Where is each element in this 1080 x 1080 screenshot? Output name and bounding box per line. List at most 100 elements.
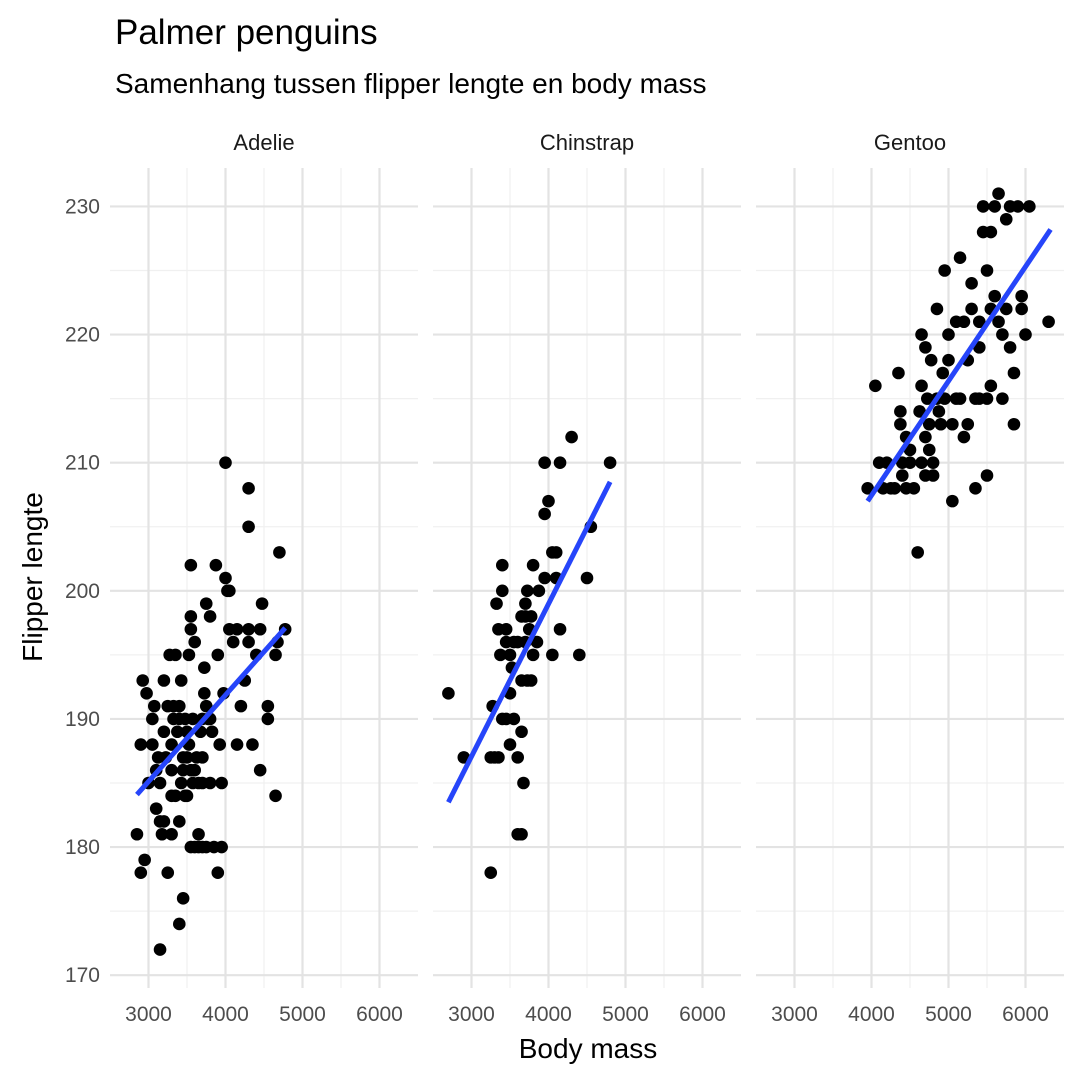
- x-tick-label: 4000: [202, 1003, 249, 1026]
- data-point: [147, 699, 161, 713]
- y-tick-label: 200: [65, 580, 100, 603]
- data-point: [230, 622, 244, 636]
- y-tick-label: 190: [65, 708, 100, 731]
- data-point: [157, 725, 171, 739]
- data-point: [176, 892, 190, 905]
- trend-line: [865, 228, 1053, 503]
- data-point: [861, 482, 874, 495]
- trend-line: [135, 626, 288, 797]
- data-point: [146, 738, 159, 751]
- data-point: [1003, 341, 1017, 354]
- data-point: [580, 571, 594, 585]
- data-point: [936, 366, 950, 380]
- data-point: [223, 584, 236, 598]
- data-point: [269, 648, 282, 662]
- data-point: [915, 456, 928, 469]
- data-point: [911, 546, 924, 559]
- data-point: [930, 302, 944, 316]
- data-point: [492, 751, 505, 764]
- data-point: [146, 712, 159, 726]
- data-point: [524, 674, 538, 687]
- y-tick-label: 220: [65, 324, 100, 347]
- data-point: [532, 584, 546, 598]
- data-point: [953, 251, 967, 264]
- data-point: [261, 699, 275, 713]
- data-point: [524, 610, 538, 623]
- gridlines: [756, 168, 1064, 988]
- data-point: [169, 789, 182, 803]
- data-point: [926, 456, 940, 469]
- data-point: [182, 648, 196, 662]
- data-point: [992, 187, 1005, 200]
- data-point: [173, 815, 186, 828]
- data-point: [980, 469, 994, 482]
- data-point: [155, 827, 169, 841]
- chart-title: Palmer penguins: [115, 13, 378, 52]
- data-point: [242, 482, 255, 495]
- data-point: [919, 341, 932, 354]
- data-point: [965, 302, 978, 316]
- data-point: [942, 328, 955, 341]
- data-point: [219, 456, 232, 469]
- data-point: [957, 315, 971, 329]
- data-point: [921, 392, 934, 405]
- data-point: [515, 725, 528, 739]
- data-point: [946, 494, 959, 508]
- data-point: [192, 827, 205, 841]
- data-point: [961, 417, 975, 431]
- data-point: [153, 943, 167, 956]
- y-tick-label: 170: [65, 964, 100, 987]
- data-point: [157, 674, 171, 687]
- data-point: [953, 392, 967, 405]
- data-point: [255, 597, 269, 610]
- data-point: [157, 815, 171, 828]
- x-tick-label: 4000: [848, 1003, 895, 1026]
- data-point: [988, 289, 1001, 303]
- chart-subtitle: Samenhang tussen flipper lengte en body …: [115, 68, 707, 99]
- data-point: [442, 687, 455, 700]
- data-point: [1015, 302, 1028, 316]
- data-point: [199, 597, 213, 610]
- data-point: [519, 597, 532, 610]
- data-point: [996, 328, 1009, 341]
- data-point: [969, 482, 982, 495]
- data-point: [526, 558, 540, 572]
- data-point: [888, 482, 901, 495]
- x-tick-label: 5000: [279, 1003, 326, 1026]
- data-point: [203, 776, 217, 790]
- data-point: [261, 712, 275, 726]
- data-point: [203, 610, 217, 623]
- data-point: [957, 430, 971, 444]
- x-tick-label: 4000: [525, 1003, 572, 1026]
- data-point: [521, 584, 534, 598]
- data-point: [134, 738, 148, 751]
- data-point: [892, 366, 905, 380]
- data-point: [913, 405, 926, 418]
- data-point: [980, 264, 994, 277]
- data-point: [1023, 200, 1036, 213]
- data-point: [174, 776, 188, 790]
- data-point: [999, 212, 1013, 226]
- data-point: [161, 866, 175, 879]
- data-point: [180, 751, 194, 764]
- data-point: [196, 751, 209, 764]
- data-point: [549, 546, 563, 559]
- data-point: [926, 469, 940, 482]
- data-point: [915, 328, 928, 341]
- x-tick-label: 6000: [1002, 1003, 1049, 1026]
- data-point: [538, 571, 551, 585]
- data-point: [184, 610, 198, 623]
- data-point: [209, 558, 223, 572]
- facet-panel-chinstrap: Chinstrap 3000 4000 5000 6000: [433, 130, 741, 1026]
- data-point: [984, 225, 998, 239]
- data-point: [496, 584, 509, 598]
- data-point: [253, 622, 267, 636]
- data-point: [1007, 417, 1021, 431]
- x-tick-label: 3000: [448, 1003, 495, 1026]
- y-tick-label: 180: [65, 836, 100, 859]
- data-point: [922, 443, 936, 457]
- data-point: [932, 405, 946, 418]
- data-point: [922, 417, 936, 431]
- data-point: [503, 738, 517, 751]
- data-point: [517, 776, 530, 790]
